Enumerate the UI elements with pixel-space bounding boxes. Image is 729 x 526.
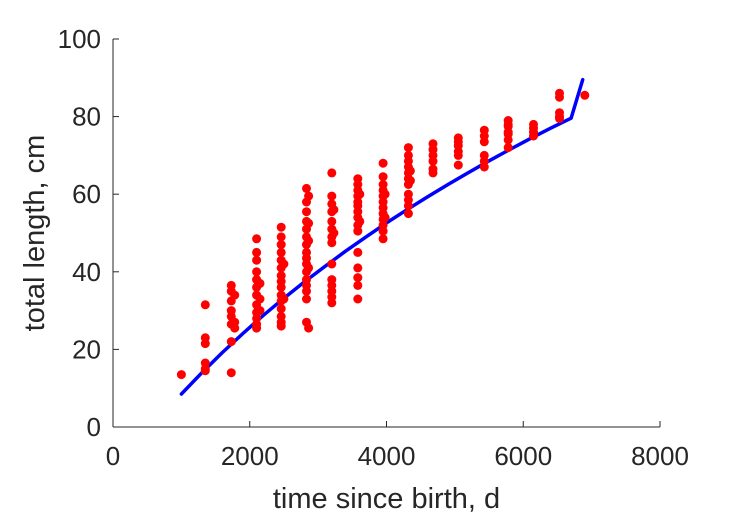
x-axis-ticks: 0 2000 4000 6000 8000 (106, 421, 689, 471)
data-point (353, 280, 363, 290)
data-point (378, 234, 388, 244)
y-tick-label: 60 (72, 179, 101, 209)
data-point (252, 234, 262, 244)
data-point (355, 189, 365, 199)
x-tick-label: 0 (106, 441, 120, 471)
x-tick-label: 2000 (221, 441, 279, 471)
data-point (276, 232, 286, 242)
data-point (353, 226, 363, 236)
data-point (252, 267, 262, 277)
data-point (276, 222, 286, 232)
data-point (378, 226, 388, 236)
data-point (304, 236, 314, 246)
data-point (302, 286, 311, 296)
data-point (555, 114, 564, 123)
data-point (403, 143, 413, 153)
y-tick-label: 80 (72, 102, 101, 132)
data-point (276, 247, 286, 257)
data-point (302, 183, 311, 193)
data-point (276, 240, 286, 250)
data-point (353, 247, 363, 257)
data-point (226, 368, 236, 378)
data-point (329, 205, 339, 215)
x-tick-label: 4000 (358, 441, 416, 471)
x-axis-title: time since birth, d (273, 483, 500, 515)
data-point (353, 294, 363, 304)
data-point (327, 191, 337, 201)
data-point (580, 90, 590, 100)
data-point (276, 282, 286, 292)
data-point (276, 321, 286, 331)
data-point (279, 259, 289, 269)
data-point (327, 216, 337, 226)
data-point (200, 339, 210, 349)
data-point (252, 247, 262, 257)
y-axis-ticks: 0 20 40 60 80 100 (58, 24, 119, 442)
data-point (230, 290, 240, 300)
data-point (403, 209, 413, 219)
data-point (428, 156, 438, 166)
data-point (353, 263, 363, 273)
y-tick-label: 40 (72, 257, 101, 287)
data-point (453, 150, 463, 160)
data-point (355, 216, 365, 226)
data-point (479, 162, 489, 172)
x-tick-label: 8000 (631, 441, 689, 471)
data-point (378, 158, 388, 168)
data-point (176, 370, 186, 380)
data-point (327, 168, 337, 178)
data-point (329, 228, 339, 238)
data-point (252, 255, 262, 265)
data-point (380, 213, 390, 222)
y-tick-label: 100 (58, 24, 101, 54)
y-tick-label: 0 (87, 412, 101, 442)
data-point (304, 191, 314, 201)
data-point (255, 278, 265, 288)
data-point (255, 294, 265, 304)
data-point (302, 207, 311, 217)
data-point (304, 218, 314, 228)
data-point (327, 298, 337, 308)
data-point (380, 189, 390, 199)
data-point (304, 263, 314, 273)
y-axis-title: total length, cm (19, 135, 51, 332)
data-point (405, 166, 415, 176)
data-point (276, 304, 286, 314)
data-point (503, 135, 513, 145)
data-point (200, 366, 210, 376)
data-point (252, 323, 262, 333)
data-point (453, 160, 463, 170)
chart-marks (176, 77, 590, 396)
data-point (279, 294, 289, 304)
data-point (353, 273, 363, 283)
data-point (378, 172, 388, 182)
data-point (503, 143, 513, 153)
data-point (428, 168, 438, 178)
x-tick-label: 6000 (494, 441, 552, 471)
data-point (304, 323, 314, 333)
data-point (403, 201, 413, 211)
data-point (200, 300, 210, 310)
data-point (327, 259, 337, 269)
data-point (230, 323, 240, 333)
data-point (405, 176, 415, 186)
data-point (555, 92, 564, 102)
data-point (529, 131, 538, 141)
data-point (226, 337, 236, 347)
data-point (327, 238, 337, 248)
data-point (302, 294, 311, 304)
y-tick-label: 20 (72, 334, 101, 364)
data-point (255, 306, 265, 316)
data-point (479, 137, 489, 147)
